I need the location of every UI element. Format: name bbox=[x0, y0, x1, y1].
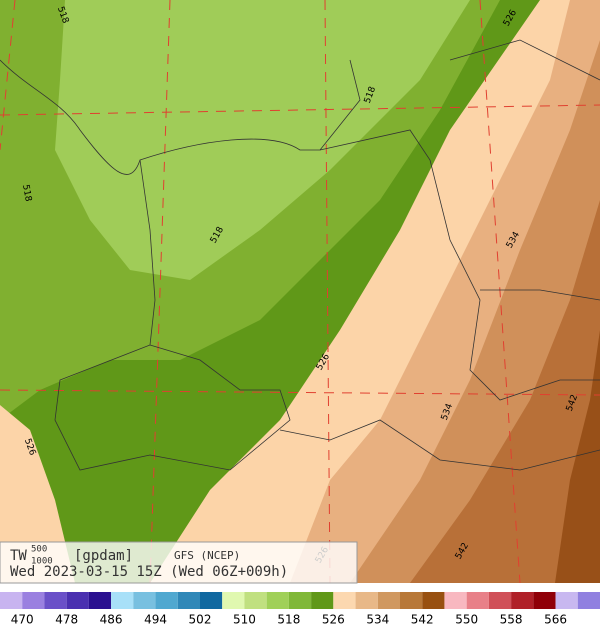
color-swatch bbox=[222, 592, 245, 609]
color-swatch bbox=[533, 592, 556, 609]
colorbar-label: 486 bbox=[100, 613, 123, 627]
color-swatch bbox=[111, 592, 134, 609]
colorbar-label: 494 bbox=[144, 613, 167, 627]
colorbar-label: 566 bbox=[544, 613, 567, 627]
colorbar-label: 550 bbox=[455, 613, 478, 627]
title-background bbox=[0, 541, 358, 584]
color-swatch bbox=[133, 592, 156, 609]
subscript: 1000 bbox=[31, 557, 53, 567]
colorbar-label: 558 bbox=[500, 613, 523, 627]
colorbar-label: 510 bbox=[233, 613, 256, 627]
region-darkest-brown bbox=[555, 330, 600, 583]
colorbar-label: 542 bbox=[411, 613, 434, 627]
color-swatch bbox=[177, 592, 200, 609]
contour-label: 518 bbox=[20, 184, 33, 203]
title-box: TW 500 1000 [gpdam] GFS (NCEP) Wed 2023-… bbox=[0, 541, 358, 584]
colorbar: 470 478 486 494 502 510 518 526 534 542 550 558 566 bbox=[0, 592, 600, 627]
color-swatch bbox=[200, 592, 223, 609]
region-dark-brown bbox=[410, 200, 600, 583]
grid-lines bbox=[0, 0, 600, 584]
colorbar-label: 526 bbox=[322, 613, 345, 627]
units: [gpdam] bbox=[74, 548, 133, 564]
colorbar-label: 518 bbox=[277, 613, 300, 627]
color-swatch bbox=[444, 592, 467, 609]
color-swatch bbox=[66, 592, 89, 609]
variable: TW bbox=[10, 548, 27, 564]
valid-time: Wed 2023-03-15 15Z (Wed 06Z+009h) bbox=[10, 564, 288, 580]
color-swatch bbox=[155, 592, 178, 609]
color-swatch bbox=[355, 592, 378, 609]
map bbox=[0, 0, 600, 584]
color-swatch bbox=[88, 592, 112, 609]
region-peach bbox=[0, 405, 75, 583]
color-swatch bbox=[288, 592, 312, 609]
color-swatch bbox=[577, 592, 600, 609]
color-swatch bbox=[511, 592, 534, 609]
color-swatch bbox=[333, 592, 356, 609]
superscript: 500 bbox=[31, 545, 47, 555]
color-swatch bbox=[244, 592, 267, 609]
color-swatch bbox=[311, 592, 334, 609]
color-swatch bbox=[377, 592, 400, 609]
color-swatch bbox=[0, 592, 23, 609]
color-swatch bbox=[22, 592, 45, 609]
color-swatch bbox=[555, 592, 578, 609]
region-light-green bbox=[55, 0, 470, 280]
color-swatch bbox=[488, 592, 512, 609]
borders bbox=[0, 39, 600, 471]
color-swatch bbox=[266, 592, 289, 609]
colorbar-label: 478 bbox=[55, 613, 78, 627]
color-swatch bbox=[466, 592, 489, 609]
color-swatch bbox=[44, 592, 67, 609]
colorbar-label: 534 bbox=[366, 613, 389, 627]
color-swatch bbox=[422, 592, 445, 609]
model: GFS (NCEP) bbox=[174, 549, 240, 562]
colorbar-label: 502 bbox=[189, 613, 212, 627]
colorbar-label: 470 bbox=[11, 613, 34, 627]
color-swatch bbox=[400, 592, 423, 609]
